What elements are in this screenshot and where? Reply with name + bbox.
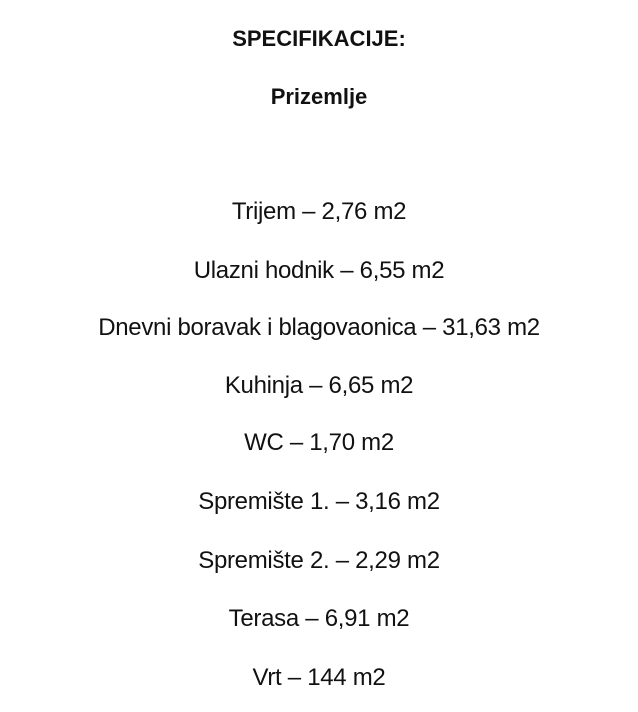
document-subtitle: Prizemlje bbox=[270, 84, 368, 109]
spec-item-ulazni-hodnik: Ulazni hodnik – 6,55 m2 bbox=[193, 257, 445, 284]
spec-item-spremiste-1: Spremište 1. – 3,16 m2 bbox=[198, 488, 440, 515]
spec-item-vrt: Vrt – 144 m2 bbox=[252, 664, 386, 691]
spec-item-terasa: Terasa – 6,91 m2 bbox=[228, 605, 410, 632]
spec-item-spremiste-2: Spremište 2. – 2,29 m2 bbox=[198, 547, 440, 574]
spec-item-trijem: Trijem – 2,76 m2 bbox=[231, 198, 407, 225]
spec-item-wc: WC – 1,70 m2 bbox=[244, 429, 394, 456]
spec-item-dnevni-boravak: Dnevni boravak i blagovaonica – 31,63 m2 bbox=[98, 314, 540, 341]
spec-item-kuhinja: Kuhinja – 6,65 m2 bbox=[224, 372, 414, 399]
document-title: SPECIFIKACIJE: bbox=[232, 26, 406, 51]
